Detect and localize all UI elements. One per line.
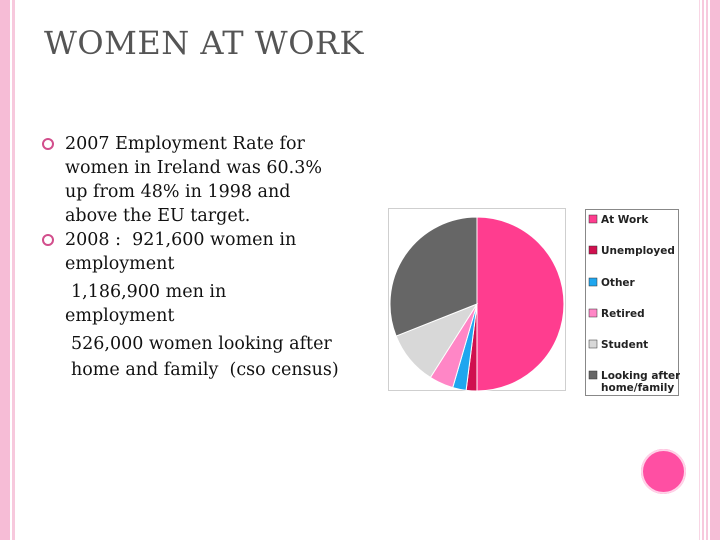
legend-swatch [588, 214, 598, 224]
bullet-text-line: above the EU target. [65, 206, 251, 226]
bullet-text-line: 2007 Employment Rate for [65, 134, 305, 154]
employment-pie-chart: At Work Unemployed Other Retired Student Look… [388, 208, 680, 396]
bullet-item: 2008 : 921,600 women in employment 1,186… [42, 228, 362, 382]
legend-label: Looking after [601, 370, 680, 382]
bullet-text-line: home and family (cso census) [71, 360, 339, 380]
bullet-item: 2007 Employment Rate for women in Irelan… [42, 132, 362, 228]
bullet-list: 2007 Employment Rate for women in Irelan… [42, 132, 362, 382]
legend-label: Retired [601, 308, 645, 320]
legend-swatch [588, 245, 598, 255]
legend-label: Unemployed [601, 245, 675, 257]
legend-box [585, 209, 679, 396]
bullet-text-line: 526,000 women looking after [71, 334, 332, 354]
bullet-text-line: women in Ireland was 60.3% [65, 158, 322, 178]
bullet-text-line: up from 48% in 1998 and [65, 182, 291, 202]
legend-label: Other [601, 277, 636, 289]
legend-label: At Work [601, 214, 649, 226]
bullet-circle-icon [42, 234, 54, 246]
legend-swatch [588, 308, 598, 318]
decorative-pink-circle [641, 449, 686, 494]
pie-slices [389, 216, 565, 392]
right-decorative-line [702, 0, 704, 540]
legend-swatch [588, 370, 598, 380]
legend-label: home/family [601, 382, 674, 394]
slide-title: WOMEN AT WORK [44, 24, 364, 62]
bullet-circle-icon [42, 138, 54, 150]
pie-chart-svg: At Work Unemployed Other Retired Student Look… [388, 208, 680, 396]
left-decorative-stripe [0, 0, 10, 540]
left-decorative-line [12, 0, 15, 540]
right-decorative-line [699, 0, 700, 540]
right-decorative-line [706, 0, 708, 540]
pie-slice-looking-after-home-family [389, 216, 478, 337]
legend-swatch [588, 339, 598, 349]
bullet-text-line: employment [65, 306, 175, 326]
bullet-text-line: 1,186,900 men in [71, 282, 227, 302]
legend-swatch [588, 277, 598, 287]
legend-items: At Work Unemployed Other Retired Student Look… [588, 214, 680, 394]
bullet-text-line: employment [65, 254, 175, 274]
pie-slice-at-work [476, 216, 565, 392]
right-decorative-stripe [710, 0, 720, 540]
legend-label: Student [601, 339, 648, 351]
bullet-text-line: 2008 : 921,600 women in [65, 230, 297, 250]
